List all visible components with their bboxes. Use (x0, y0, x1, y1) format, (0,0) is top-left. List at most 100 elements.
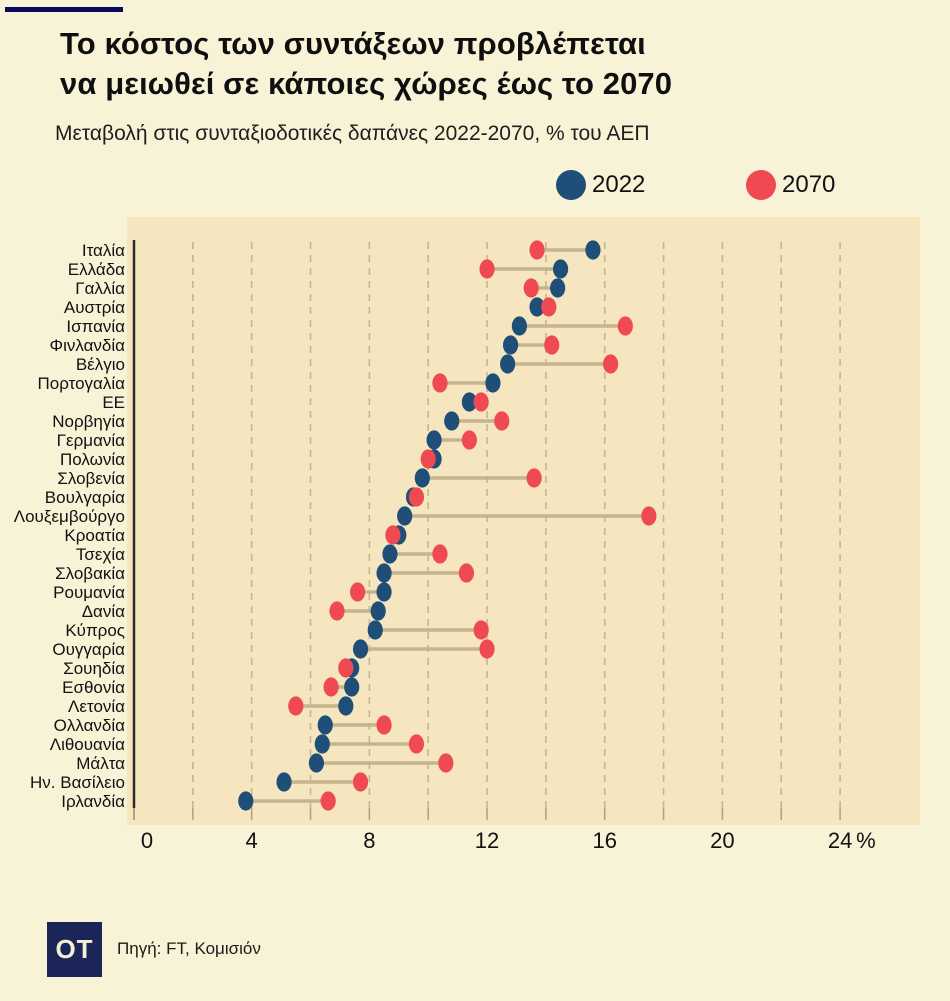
source-note: Πηγή: FT, Κομισιόν (117, 939, 261, 958)
country-label: Φινλανδία (50, 336, 126, 355)
country-label: Ουγγαρία (52, 640, 125, 659)
dot-2070 (329, 601, 345, 621)
dot-2070 (288, 696, 304, 716)
x-unit-label: % (856, 828, 876, 853)
dot-2070 (323, 677, 339, 697)
country-label: Κροατία (64, 526, 125, 545)
dot-2022 (276, 772, 292, 792)
publisher-logo: OT (47, 922, 102, 977)
dot-2070 (523, 278, 539, 298)
dot-2022 (444, 411, 460, 431)
dot-2070 (479, 259, 495, 279)
dot-2070 (641, 506, 657, 526)
dot-2022 (317, 715, 333, 735)
x-tick-label: 0 (141, 828, 153, 853)
dot-2070 (408, 487, 425, 507)
country-label: Δανία (82, 602, 125, 621)
dot-2070 (617, 316, 633, 336)
dot-2070 (494, 411, 510, 431)
dot-2070 (461, 430, 477, 450)
dot-2022 (485, 373, 501, 393)
x-tick-label: 4 (246, 828, 258, 853)
legend-label-2022: 2022 (592, 171, 646, 198)
dot-2070 (458, 563, 475, 583)
dot-2022 (370, 601, 386, 621)
country-label: Νορβηγία (52, 412, 125, 431)
country-label: ΕΕ (102, 393, 125, 412)
country-label: Γερμανία (57, 431, 126, 450)
x-tick-label: 12 (475, 828, 499, 853)
dot-2022 (314, 734, 330, 754)
country-label: Ελλάδα (68, 260, 125, 279)
dot-2022 (308, 753, 325, 773)
dot-2070 (376, 715, 392, 735)
dot-2022 (550, 278, 566, 298)
country-label: Μάλτα (76, 754, 125, 773)
country-label: Πολωνία (60, 450, 125, 469)
dot-2070 (432, 373, 448, 393)
chart-title-line-2: να μειωθεί σε κάποιες χώρες έως το 2070 (60, 66, 673, 101)
dot-2022 (344, 677, 360, 697)
dot-2070 (320, 791, 336, 811)
gridlines (192, 242, 841, 820)
country-label: Βέλγιο (76, 355, 125, 374)
dot-2070 (473, 392, 489, 412)
logo-text: OT (55, 934, 94, 964)
country-label: Ολλανδία (54, 716, 126, 735)
dot-2022 (397, 506, 413, 526)
country-label: Γαλλία (75, 279, 125, 298)
dot-2070 (479, 639, 495, 659)
dot-2070 (529, 240, 545, 260)
plot-background (127, 217, 920, 825)
dot-2070 (338, 658, 354, 678)
country-label: Σλοβακία (55, 564, 125, 583)
x-tick-labels: 0 4 8 12 16 20 24% (141, 828, 876, 853)
chart-title-line-1: Το κόστος των συντάξεων προβλέπεται (60, 26, 646, 61)
dot-2022 (502, 335, 519, 355)
country-label: Ισπανία (66, 317, 125, 336)
dot-2022 (500, 354, 516, 374)
country-label: Λιθουανία (50, 735, 125, 754)
top-accent-bar (5, 7, 123, 12)
country-label: Τσεχία (76, 545, 125, 564)
dot-2070 (541, 297, 557, 317)
dot-2070 (349, 582, 366, 602)
country-label: Βουλγαρία (45, 488, 125, 507)
dots-2022 (238, 240, 601, 811)
country-label: Ρουμανία (53, 583, 125, 602)
x-tick-label: 24 (828, 828, 852, 853)
country-label: Αυστρία (64, 298, 125, 317)
legend-item-2022: 2022 (556, 170, 645, 200)
country-label: Πορτογαλία (37, 374, 125, 393)
x-tick-label: 20 (710, 828, 734, 853)
dot-2070 (438, 753, 454, 773)
legend-label-2070: 2070 (782, 171, 836, 198)
country-label: Εσθονία (62, 678, 125, 697)
dot-2070 (603, 354, 619, 374)
country-label: Λετονία (68, 697, 125, 716)
country-label: Λουξεμβούργο (14, 507, 125, 526)
dot-2070 (420, 449, 436, 469)
dots-2070 (288, 240, 657, 811)
dot-2070 (432, 544, 448, 564)
dot-2022 (461, 392, 477, 412)
dot-2022 (552, 259, 569, 279)
dot-2070 (473, 620, 489, 640)
chart-title: Το κόστος των συντάξεων προβλέπεται να μ… (60, 24, 672, 104)
dot-2022 (585, 240, 601, 260)
dot-2022 (376, 563, 392, 583)
country-label: Σουηδία (63, 659, 125, 678)
dot-2022 (529, 297, 545, 317)
dot-2022 (367, 620, 383, 640)
dot-2070 (526, 468, 542, 488)
chart-subtitle: Μεταβολή στις συνταξιοδοτικές δαπάνες 20… (55, 122, 650, 145)
dot-2022 (414, 468, 430, 488)
country-label: Κύπρος (65, 621, 125, 640)
country-label: Σλοβενία (57, 469, 125, 488)
dot-2022 (352, 639, 369, 659)
x-tick-label: 8 (363, 828, 375, 853)
x-tick-label: 16 (592, 828, 616, 853)
dot-2070 (385, 525, 401, 545)
country-label: Ιρλανδία (61, 792, 125, 811)
